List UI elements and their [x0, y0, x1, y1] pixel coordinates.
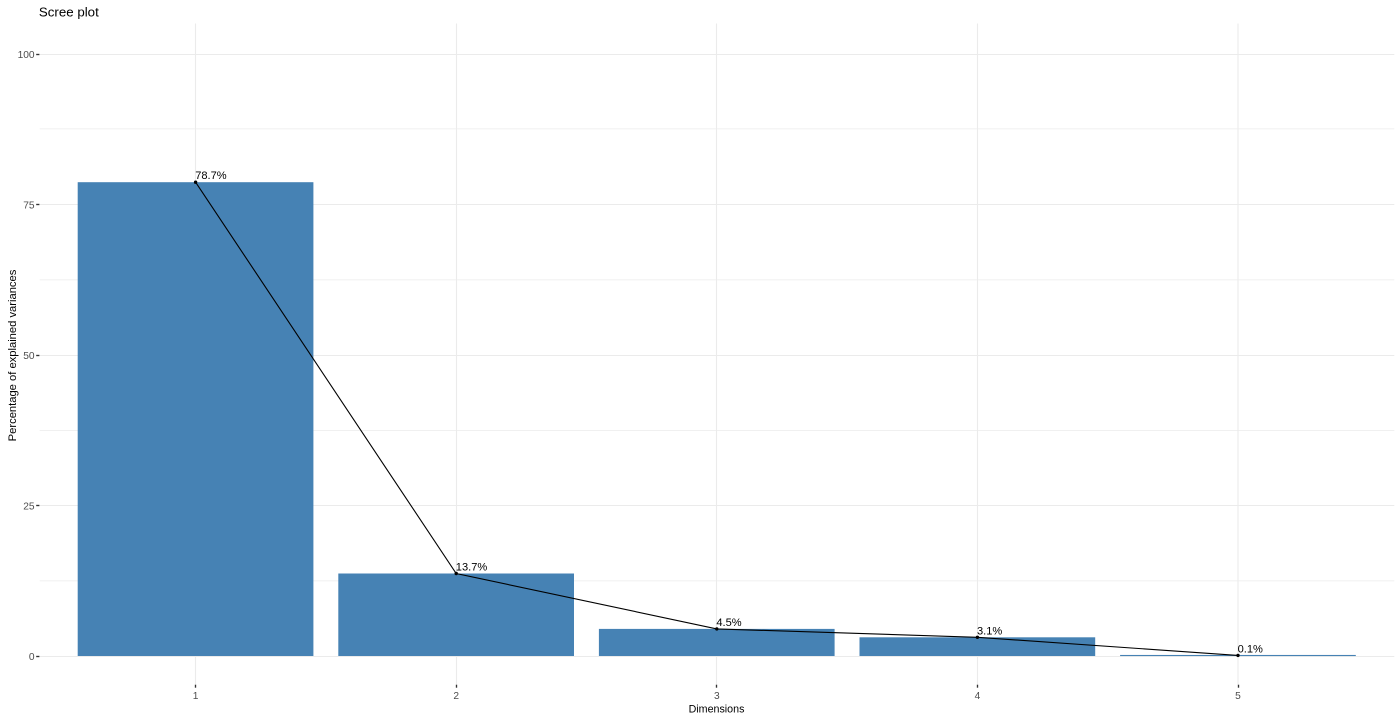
- svg-text:13.7%: 13.7%: [456, 562, 488, 574]
- svg-text:78.7%: 78.7%: [195, 170, 227, 182]
- svg-text:2: 2: [453, 691, 459, 702]
- svg-text:75: 75: [23, 201, 35, 212]
- svg-text:4.5%: 4.5%: [716, 617, 741, 629]
- svg-text:Scree plot: Scree plot: [39, 4, 99, 19]
- svg-text:25: 25: [23, 502, 35, 513]
- svg-text:3: 3: [714, 691, 720, 702]
- svg-text:50: 50: [23, 351, 35, 362]
- svg-text:Percentage of explained varian: Percentage of explained variances: [7, 269, 19, 441]
- svg-text:3.1%: 3.1%: [977, 625, 1002, 637]
- svg-text:5: 5: [1235, 691, 1241, 702]
- svg-text:0: 0: [29, 652, 35, 663]
- svg-text:4: 4: [975, 691, 981, 702]
- svg-text:0.1%: 0.1%: [1238, 643, 1263, 655]
- svg-text:100: 100: [18, 50, 35, 61]
- svg-text:Dimensions: Dimensions: [689, 703, 745, 715]
- svg-text:1: 1: [193, 691, 199, 702]
